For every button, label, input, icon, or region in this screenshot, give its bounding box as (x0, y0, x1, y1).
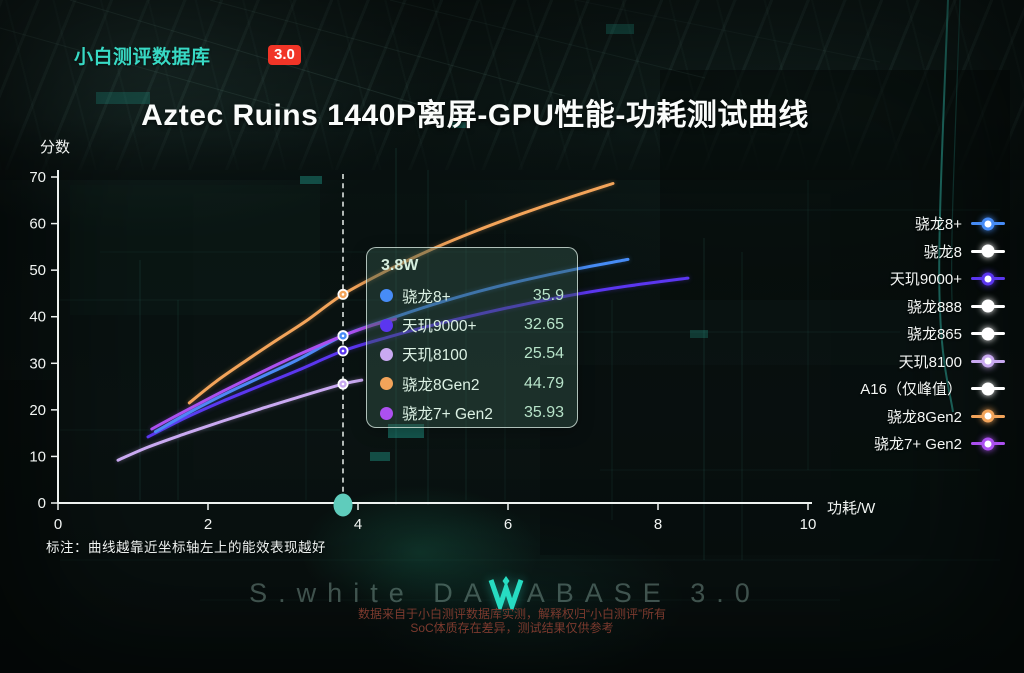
series-value: 35.93 (523, 404, 564, 422)
series-label: 骁龙8Gen2 (402, 376, 480, 394)
curve-骁龙7+ Gen2 (150, 317, 397, 431)
series-dot-icon (380, 406, 393, 420)
curve-天玑9000+ (146, 276, 690, 439)
legend-item: 骁龙8Gen2 (860, 403, 1005, 431)
series-dot-icon (380, 347, 393, 361)
series-dot-icon (380, 377, 393, 391)
y-tick-label: 20 (29, 402, 46, 419)
legend-label: 天玑9000+ (889, 271, 962, 289)
legend: 骁龙8+ 骁龙8 天玑9000+ 骁龙888 骁龙865 天玑8100 A16（仅峰值） 骁龙… (860, 210, 1005, 458)
x-tick-label: 8 (654, 516, 662, 533)
legend-item: 天玑9000+ (860, 265, 1005, 293)
series-dot-icon (380, 289, 393, 303)
marker-point-center (341, 293, 345, 296)
series-label: 骁龙7+ Gen2 (402, 406, 493, 424)
legend-item: 骁龙8+ (860, 210, 1005, 238)
watermark-text-left: S.white DA (249, 577, 493, 608)
legend-item: A16（仅峰值） (860, 375, 1005, 403)
series-value: 35.9 (532, 286, 564, 304)
x-tick-label: 4 (354, 516, 362, 533)
x-tick-label: 2 (204, 516, 212, 533)
marker-point-center (341, 382, 345, 386)
legend-label: 天玑8100 (898, 353, 962, 371)
tooltip-row: 天玑8100 25.54 (380, 340, 564, 369)
legend-marker-icon (971, 409, 1005, 424)
series-value: 32.65 (523, 316, 564, 334)
legend-label: 骁龙8 (923, 243, 962, 261)
marker-point-center (341, 349, 345, 353)
y-tick-label: 30 (29, 355, 46, 372)
legend-label: A16（仅峰值） (860, 381, 962, 399)
legend-item: 天玑8100 (860, 348, 1005, 376)
y-tick-label: 0 (38, 495, 46, 512)
legend-marker-icon (971, 381, 1005, 396)
brand-title: 小白测评数据库 (74, 47, 211, 68)
curve-骁龙8Gen2 (187, 182, 615, 405)
legend-label: 骁龙865 (906, 326, 962, 344)
marker-axis-dot (333, 493, 353, 517)
version-badge: 3.0 (268, 45, 301, 65)
footer-disclaimer-1: 数据来自于小白测评数据库实测，解释权归“小白测评”所有 (358, 607, 666, 621)
y-tick-label: 50 (29, 262, 46, 279)
legend-label: 骁龙8+ (914, 216, 962, 234)
tooltip-row: 骁龙7+ Gen2 35.93 (380, 399, 564, 428)
legend-item: 骁龙7+ Gen2 (860, 430, 1005, 458)
series-label: 天玑9000+ (402, 318, 477, 336)
legend-marker-icon (971, 326, 1005, 341)
marker-point-center (341, 334, 345, 338)
series-value: 44.79 (523, 374, 564, 392)
watermark: S.white DA ABASE 3.0 (0, 576, 1010, 610)
y-axis-title: 分数 (40, 139, 71, 156)
legend-item: 骁龙888 (860, 293, 1005, 321)
x-tick-label: 6 (504, 516, 512, 533)
y-tick-label: 10 (29, 448, 46, 465)
legend-item: 骁龙865 (860, 320, 1005, 348)
footer-disclaimer-2: SoC体质存在差异，测试结果仅供参考 (410, 621, 614, 635)
legend-marker-icon (971, 271, 1005, 286)
tooltip-title: 3.8W (381, 257, 419, 274)
tooltip-row: 骁龙8+ 35.9 (380, 281, 564, 310)
series-dot-icon (380, 318, 393, 332)
series-label: 骁龙8+ (402, 288, 451, 306)
legend-label: 骁龙888 (906, 298, 962, 316)
x-tick-label: 10 (800, 516, 817, 533)
marker-tooltip: 3.8W 骁龙8+ 35.9 天玑9000+ 32.65 天玑8100 25.54 骁龙8G… (366, 247, 578, 428)
legend-marker-icon (971, 216, 1005, 231)
chart-title: Aztec Ruins 1440P离屏-GPU性能-功耗测试曲线 (141, 99, 809, 132)
watermark-text-right: ABASE 3.0 (526, 577, 761, 608)
x-tick-label: 0 (54, 516, 62, 533)
watermark-w-logo-icon (488, 576, 524, 610)
tooltip-row: 天玑9000+ 32.65 (380, 310, 564, 339)
series-value: 25.54 (523, 345, 564, 363)
legend-label: 骁龙7+ Gen2 (874, 436, 962, 454)
y-tick-label: 70 (29, 169, 46, 186)
curve-天玑8100 (116, 378, 364, 462)
legend-marker-icon (971, 299, 1005, 314)
y-tick-label: 40 (29, 309, 46, 326)
tooltip-row: 骁龙8Gen2 44.79 (380, 369, 564, 398)
series-label: 天玑8100 (402, 347, 468, 365)
x-axis-title: 功耗/W (827, 500, 876, 517)
legend-item: 骁龙8 (860, 238, 1005, 266)
note-text: 标注：曲线越靠近坐标轴左上的能效表现越好 (46, 540, 326, 555)
y-tick-label: 60 (29, 216, 46, 233)
legend-marker-icon (971, 354, 1005, 369)
legend-marker-icon (971, 436, 1005, 451)
legend-marker-icon (971, 244, 1005, 259)
legend-label: 骁龙8Gen2 (886, 408, 962, 426)
